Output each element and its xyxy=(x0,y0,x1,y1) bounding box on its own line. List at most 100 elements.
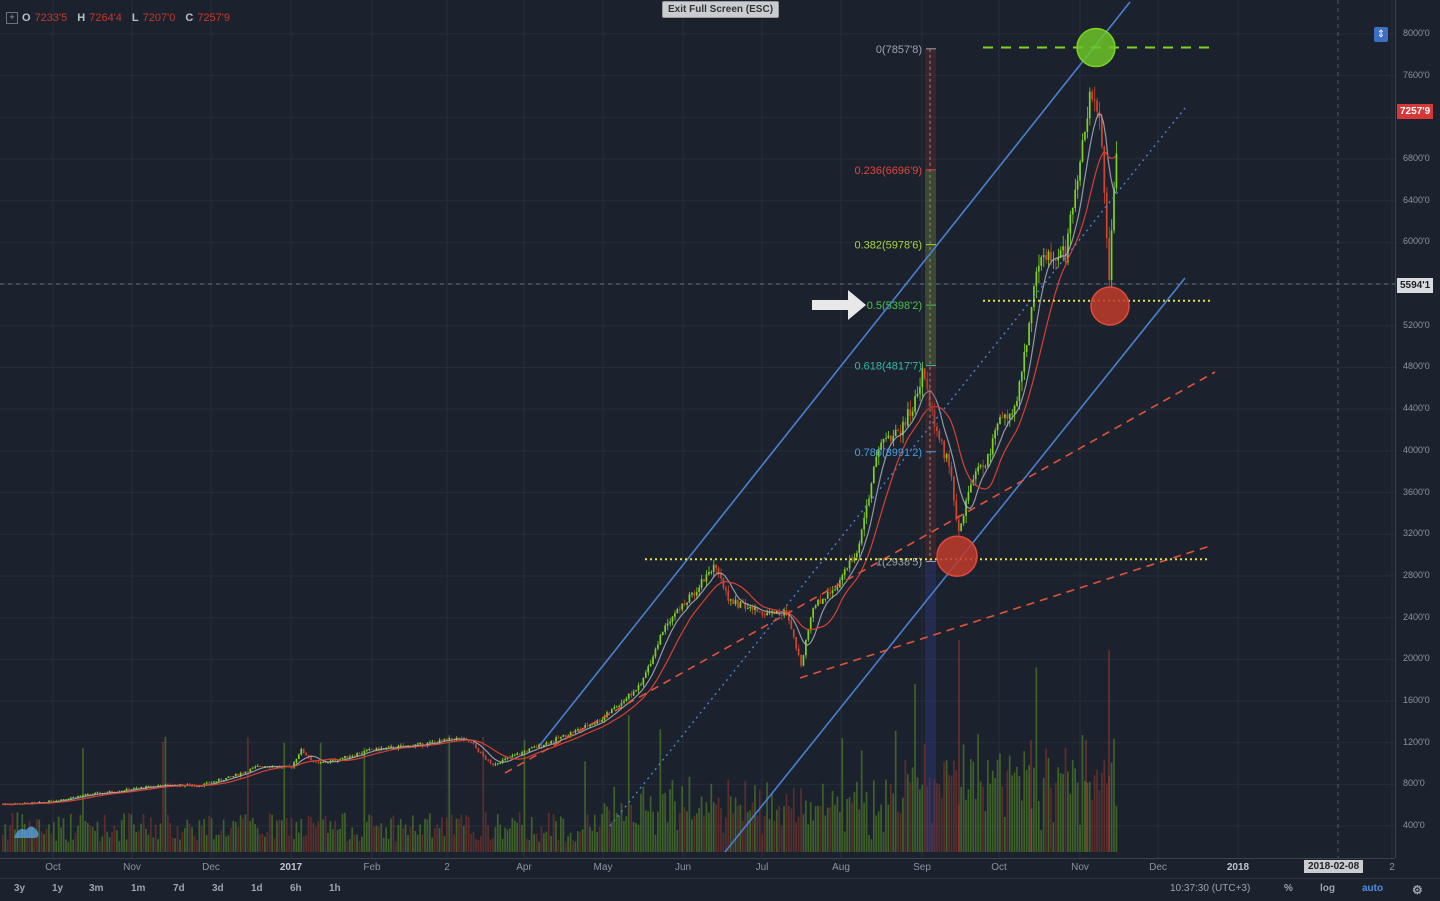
price-axis[interactable] xyxy=(1395,0,1440,858)
candle-body xyxy=(254,766,257,768)
candle-body xyxy=(737,599,739,608)
candle-body xyxy=(1045,255,1047,260)
candle-body xyxy=(1006,414,1009,419)
candle-body xyxy=(1093,99,1096,101)
range-3y-button[interactable]: 3y xyxy=(14,883,26,894)
volume-bar xyxy=(707,812,710,852)
candle-body xyxy=(700,579,703,588)
candle-body xyxy=(550,740,552,744)
range-1m-button[interactable]: 1m xyxy=(131,883,146,894)
volume-bar xyxy=(855,781,858,852)
volume-spike xyxy=(1030,740,1032,852)
volume-bar xyxy=(368,814,371,852)
volume-bar xyxy=(402,828,405,852)
volume-bar xyxy=(479,835,482,852)
candle-body xyxy=(586,725,589,727)
candle-body xyxy=(1001,417,1004,419)
candle-body xyxy=(441,739,443,741)
candle-body xyxy=(111,791,113,793)
candle-body xyxy=(889,435,892,441)
volume-bar xyxy=(484,812,487,852)
volume-bar xyxy=(715,804,717,852)
volume-bar xyxy=(535,833,538,852)
log-scale-button[interactable]: log xyxy=(1320,883,1335,894)
time-axis-label: Jun xyxy=(674,862,692,873)
candle-body xyxy=(1103,146,1106,193)
volume-bar xyxy=(2,834,4,852)
volume-bar xyxy=(234,822,237,852)
candle-body xyxy=(334,759,337,762)
candle-body xyxy=(591,724,594,726)
range-1d-button[interactable]: 1d xyxy=(251,883,263,894)
candle-body xyxy=(567,735,569,738)
chart-area[interactable]: 0(7857'8) 0.236(6696'9) 0.382(5978'6) 0.5(5… xyxy=(0,0,1395,858)
candle-body xyxy=(732,599,734,605)
ohlc-legend: + O 7233'5 H 7264'4 L 7207'0 C 7257'9 xyxy=(6,12,236,24)
volume-bar xyxy=(48,824,50,852)
time-axis-label: 2 xyxy=(1389,862,1395,873)
candle-body xyxy=(805,639,807,656)
volume-bar xyxy=(1037,801,1040,852)
candle-body xyxy=(1025,345,1028,352)
volume-bar xyxy=(433,828,436,852)
candle-body xyxy=(1074,189,1077,208)
candle-body xyxy=(489,760,492,764)
time-axis[interactable] xyxy=(0,858,1395,879)
volume-bar xyxy=(43,833,45,852)
percent-scale-button[interactable]: % xyxy=(1284,883,1293,894)
candle-body xyxy=(858,543,861,553)
range-3d-button[interactable]: 3d xyxy=(212,883,224,894)
clock-display[interactable]: 10:37:30 (UTC+3) xyxy=(1170,883,1251,894)
volume-bar xyxy=(1074,768,1077,852)
price-axis-label: 7600'0 xyxy=(1403,69,1430,80)
volume-bar xyxy=(358,841,361,852)
candle-body xyxy=(196,786,198,788)
volume-bar xyxy=(758,789,761,852)
candle-body xyxy=(9,804,11,806)
volume-bar xyxy=(38,819,41,852)
candle-body xyxy=(365,749,368,752)
candle-body xyxy=(691,592,693,595)
range-7d-button[interactable]: 7d xyxy=(173,883,185,894)
candle-body xyxy=(751,606,754,611)
gear-icon[interactable]: ⚙ xyxy=(1412,883,1423,897)
volume-bar xyxy=(445,817,448,852)
range-6h-button[interactable]: 6h xyxy=(290,883,302,894)
volume-bar xyxy=(657,811,659,852)
volume-bar xyxy=(652,811,654,852)
range-3m-button[interactable]: 3m xyxy=(89,883,104,894)
candle-body xyxy=(576,729,579,731)
candle-body xyxy=(940,439,943,442)
volume-bar xyxy=(290,817,293,852)
volume-bar xyxy=(208,815,210,852)
candle-body xyxy=(368,749,371,751)
range-1h-button[interactable]: 1h xyxy=(329,883,341,894)
volume-bar xyxy=(1059,772,1062,852)
volume-bar xyxy=(1040,829,1043,852)
candle-body xyxy=(1047,251,1050,260)
candle-body xyxy=(419,742,421,744)
expand-icon[interactable]: + xyxy=(6,12,18,24)
candle-body xyxy=(962,515,965,524)
volume-bar xyxy=(979,781,982,852)
volume-bar xyxy=(528,840,531,852)
candle-body xyxy=(1011,413,1013,415)
exit-fullscreen-button[interactable]: Exit Full Screen (ESC) xyxy=(662,1,780,18)
candle-body xyxy=(244,771,247,774)
candle-body xyxy=(855,552,858,558)
candle-body xyxy=(593,723,596,725)
volume-bar xyxy=(596,832,599,852)
price-chart[interactable]: 0(7857'8) 0.236(6696'9) 0.382(5978'6) 0.5(5… xyxy=(0,0,1395,858)
volume-bar xyxy=(419,824,421,852)
volume-bar xyxy=(986,760,989,852)
candle-body xyxy=(615,706,618,708)
volume-bar xyxy=(1076,782,1079,852)
volume-bar xyxy=(171,837,174,852)
candle-body xyxy=(921,368,924,387)
volume-bar xyxy=(329,821,332,852)
auto-scale-button[interactable]: auto xyxy=(1362,883,1384,894)
candle-body xyxy=(727,590,730,601)
range-1y-button[interactable]: 1y xyxy=(52,883,64,894)
volume-bar xyxy=(717,797,720,852)
scale-toggle-icon[interactable]: ⇕ xyxy=(1374,27,1388,42)
